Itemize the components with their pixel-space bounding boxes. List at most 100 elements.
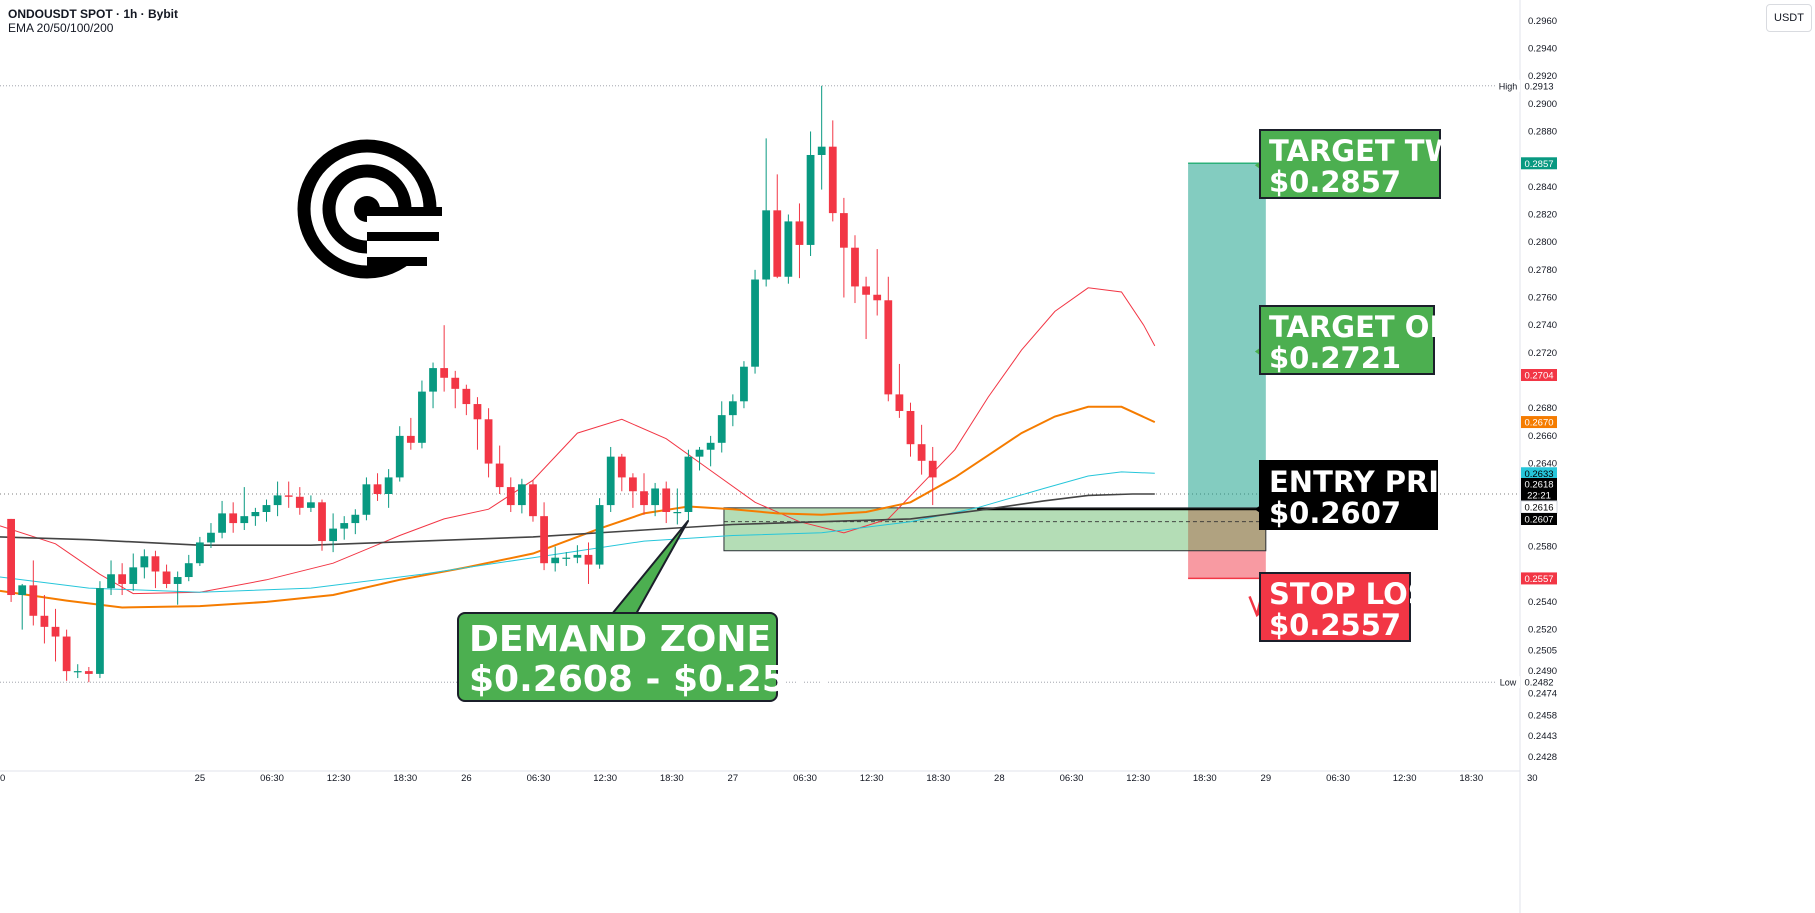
price-tag: 0.2557: [1521, 572, 1557, 585]
candle-body: [473, 404, 482, 420]
candle-body: [662, 488, 671, 512]
candle-body: [506, 487, 515, 506]
candle-body: [862, 286, 870, 295]
stop-loss-callout: STOP LOSS $0.2557: [1259, 572, 1448, 642]
candle-body: [151, 556, 160, 572]
symbol-title[interactable]: ONDOUSDT SPOT · 1h · Bybit: [8, 7, 179, 21]
logo-gap-b: [367, 239, 445, 257]
candle-body: [229, 513, 238, 524]
price-tick: 0.2820: [1528, 209, 1557, 220]
price-tick: 0.2940: [1528, 43, 1557, 54]
logo-bar-1: [367, 207, 442, 216]
time-tick: 06:30: [527, 773, 551, 784]
candle-body: [7, 518, 15, 596]
price-tick: 0.2490: [1528, 666, 1557, 677]
time-tick: 12:30: [860, 773, 884, 784]
target-two-title: TARGET TWO: [1269, 134, 1482, 168]
price-tick: 0.2800: [1528, 237, 1557, 248]
time-tick: 18:30: [926, 773, 950, 784]
candle-body: [751, 279, 759, 367]
long-position-tool[interactable]: [1188, 162, 1266, 580]
time-tick: 28: [994, 773, 1005, 784]
candle-body: [839, 213, 848, 248]
candle-body: [195, 542, 204, 564]
price-tag-label: 0.2913: [1524, 81, 1553, 92]
candle-body: [429, 368, 437, 392]
time-tick: 18:30: [1459, 773, 1483, 784]
price-tag-bg: [1521, 157, 1557, 170]
candle-body: [640, 491, 648, 506]
time-tick: 12:30: [327, 773, 351, 784]
candle-body: [84, 671, 93, 674]
time-tick: 18:30: [393, 773, 417, 784]
candle-body: [162, 571, 171, 584]
target-two-callout: TARGET TWO $0.2857: [1259, 129, 1482, 199]
candle-body: [384, 477, 393, 495]
time-tick: 30: [1527, 773, 1538, 784]
candle-body: [606, 456, 615, 506]
candle-body: [762, 210, 771, 280]
candle-body: [629, 477, 637, 492]
price-tick: 0.2540: [1528, 597, 1557, 608]
price-tag-bg: [1521, 369, 1557, 382]
candle-body: [573, 554, 582, 558]
time-tick: 12:30: [593, 773, 617, 784]
price-tick: 0.2443: [1528, 731, 1557, 742]
candle-body: [717, 415, 726, 443]
time-tick: 26: [461, 773, 472, 784]
candle-body: [240, 516, 249, 524]
candle-body: [728, 401, 737, 416]
price-tick: 0.2640: [1528, 459, 1557, 470]
price-tick: 0.2660: [1528, 431, 1557, 442]
logo-gap-a: [367, 214, 445, 232]
target-one-price: $0.2721: [1269, 341, 1402, 375]
price-tag: 0.2670: [1521, 416, 1557, 429]
stop-loss-price: $0.2557: [1269, 608, 1402, 642]
demand-zone-title: DEMAND ZONE: [469, 619, 772, 660]
loss-zone: [1188, 509, 1266, 579]
price-tag: 0.2913 High: [1496, 79, 1557, 92]
candle-body: [351, 514, 360, 524]
candle-body: [18, 585, 27, 596]
price-tag-bg: [1521, 513, 1557, 525]
candle-body: [928, 460, 937, 478]
entry-price-callout: ENTRY PRICE $0.2607: [1259, 460, 1480, 530]
price-tag-label: 22:21: [1527, 491, 1551, 502]
candle-body: [184, 563, 193, 578]
demand-zone-pointer: [611, 520, 689, 615]
demand-zone-range: $0.2608 - $0.2577: [469, 659, 837, 700]
candle-body: [451, 377, 460, 389]
indicator-legend[interactable]: EMA 20/50/100/200: [8, 21, 114, 35]
candle-body: [562, 557, 571, 559]
price-tag-bg: [1521, 572, 1557, 585]
candle-body: [318, 502, 326, 542]
time-tick: 12:30: [1393, 773, 1417, 784]
candle-body: [418, 391, 426, 443]
currency-button[interactable]: USDT: [1766, 4, 1812, 32]
ondo-logo: [297, 139, 445, 279]
candle-body: [895, 394, 904, 411]
candle-body: [884, 300, 893, 395]
candle-body: [440, 368, 449, 378]
logo-bar-3: [367, 257, 427, 266]
candle-body: [795, 221, 804, 245]
ema-200-line: [0, 493, 1155, 546]
price-tag-label: 0.2633: [1524, 469, 1553, 480]
price-tag-prefix-bg: [1496, 79, 1520, 92]
candle-body: [51, 626, 60, 637]
candle-body: [817, 146, 826, 155]
candles: [7, 85, 937, 683]
price-tick: 0.2740: [1528, 320, 1557, 331]
price-tick: 0.2840: [1528, 182, 1557, 193]
candle-body: [517, 484, 526, 506]
price-tag: 0.2633: [1521, 467, 1557, 480]
price-tag: 0.2482 Low: [1496, 676, 1557, 689]
time-tick: 18:30: [660, 773, 684, 784]
time-tick: 12:30: [1126, 773, 1150, 784]
price-tag: 0.2607: [1521, 513, 1557, 526]
price-tick: 0.2720: [1528, 348, 1557, 359]
price-tag-label: 0.2607: [1524, 515, 1553, 526]
price-tag: 0.2857: [1521, 157, 1557, 170]
price-tick: 0.2960: [1528, 16, 1557, 27]
